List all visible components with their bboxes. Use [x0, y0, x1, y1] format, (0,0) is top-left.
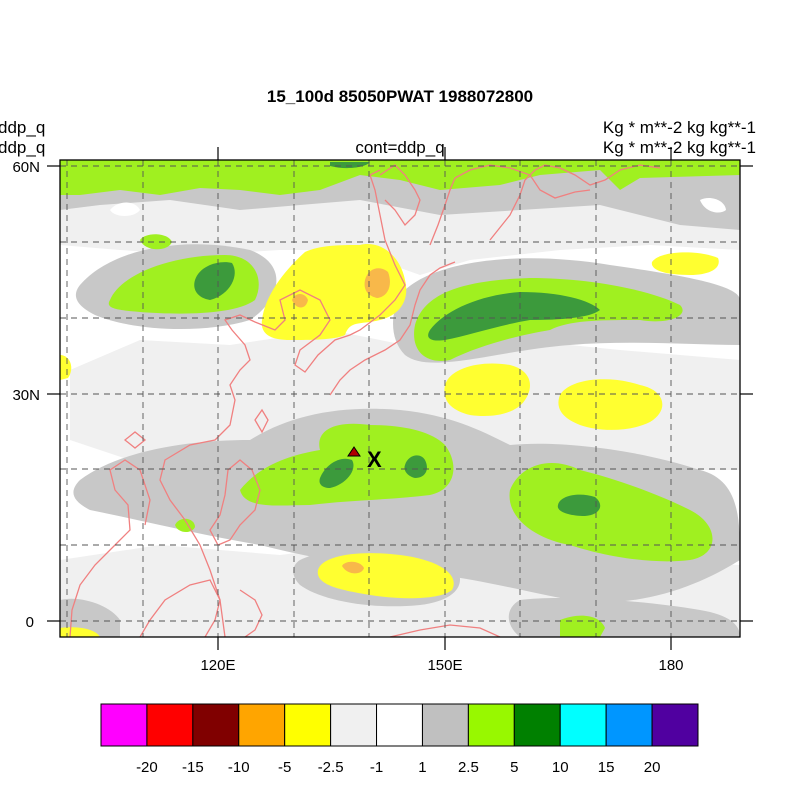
contour-fill-layer — [60, 160, 740, 637]
contour-orange-2 — [292, 294, 308, 308]
coast-japan — [329, 261, 456, 396]
coast-taiwan — [254, 408, 269, 434]
colorbar-swatch — [651, 703, 699, 747]
left-label-2: ddp_q — [0, 138, 45, 157]
colorbar: -20 -15 -10 -5 -2.5 -1 1 2.5 5 10 15 20 — [100, 703, 699, 776]
lon-label-150e: 150E — [427, 657, 462, 674]
plot-title: 15_100d 85050PWAT 1988072800 — [267, 87, 533, 106]
contour-green-center1 — [319, 458, 354, 488]
colorbar-swatch — [467, 703, 515, 747]
lat-label-60n: 60N — [12, 159, 40, 176]
colorbar-label: 5 — [510, 759, 518, 776]
colorbar-label: -10 — [228, 759, 250, 776]
colorbar-label: -1 — [370, 759, 383, 776]
contour-green-nwest — [194, 262, 235, 300]
coast-okhotsk — [379, 164, 421, 227]
contour-yellow-ne — [651, 252, 719, 275]
coast-philippines — [209, 459, 261, 546]
colorbar-swatch — [376, 703, 423, 747]
colorbar-swatch — [330, 703, 378, 747]
contour-lime-dot2 — [140, 234, 172, 250]
contour-yellow-east — [558, 379, 663, 430]
colorbar-label: -20 — [136, 759, 158, 776]
colorbar-swatch — [284, 703, 332, 747]
coast-newguinea — [389, 624, 501, 637]
contour-gray-center — [73, 408, 740, 603]
contour-green-east — [557, 494, 601, 516]
colorbar-label: 10 — [552, 759, 569, 776]
colorbar-label: 20 — [644, 759, 661, 776]
contour-orange-3 — [342, 561, 364, 574]
coast-borneo — [139, 579, 221, 637]
coast-indochina — [69, 459, 151, 637]
contour-white-2 — [700, 198, 726, 213]
marker-label: X — [367, 447, 382, 472]
coast-china-korea — [159, 169, 406, 637]
colorbar-label: -2.5 — [318, 759, 344, 776]
map-frame — [59, 159, 741, 638]
contour-green-center2 — [404, 455, 427, 478]
right-label-2: Kg * m**-2 kg kg**-1 — [603, 138, 756, 157]
lon-label-180: 180 — [658, 657, 683, 674]
colorbar-label: -5 — [278, 759, 291, 776]
contour-lime-north — [60, 160, 740, 195]
contour-white-1 — [110, 202, 140, 216]
contour-green-north — [330, 162, 370, 169]
lat-label-0: 0 — [26, 614, 34, 631]
contour-green-neast — [428, 292, 600, 341]
center-label: cont=ddp_q — [355, 138, 444, 157]
lon-label-120e: 120E — [200, 657, 235, 674]
coast-hainan — [123, 431, 147, 449]
colorbar-label: 1 — [418, 759, 426, 776]
lat-label-30n: 30N — [12, 387, 40, 404]
colorbar-swatch — [605, 703, 653, 747]
contour-yellow-west — [60, 355, 72, 380]
left-label-1: ddp_q — [0, 118, 45, 137]
coast-sulawesi — [239, 589, 263, 637]
colorbar-swatch — [559, 703, 607, 747]
colorbar-label: -15 — [182, 759, 204, 776]
contour-lime-east — [509, 462, 713, 562]
colorbar-swatch — [146, 703, 194, 747]
colorbar-label: 15 — [598, 759, 615, 776]
contour-orange-1 — [364, 268, 390, 298]
colorbar-swatch — [100, 703, 148, 747]
contour-yellow-asia — [261, 244, 407, 340]
coast-siberia — [454, 164, 591, 199]
colorbar-swatch — [421, 703, 469, 747]
contour-yellow-center — [444, 363, 530, 417]
graticule — [60, 160, 740, 637]
colorbar-label: 2.5 — [458, 759, 479, 776]
colorbar-swatch — [192, 703, 240, 747]
contour-lightgray-center — [70, 330, 740, 470]
map-panel: X 60N 30N 0 120E 150E 180 — [12, 147, 753, 674]
tick-marks — [47, 147, 753, 650]
colorbar-swatch — [238, 703, 286, 747]
right-label-1: Kg * m**-2 kg kg**-1 — [603, 118, 756, 137]
colorbar-swatch — [513, 703, 561, 747]
triangle-marker-icon — [347, 446, 361, 457]
